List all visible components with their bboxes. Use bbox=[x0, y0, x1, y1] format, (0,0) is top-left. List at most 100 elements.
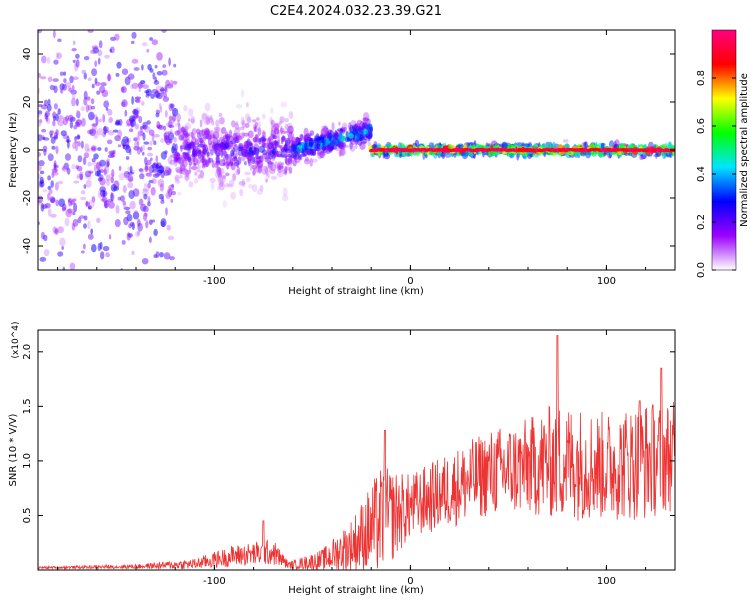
heatmap-cell bbox=[72, 92, 76, 99]
heatmap-cell bbox=[110, 177, 114, 183]
heatmap-cell bbox=[139, 168, 143, 172]
heatmap-cell bbox=[108, 117, 113, 123]
heatmap-cell bbox=[87, 220, 90, 229]
heatmap-cell bbox=[133, 188, 140, 197]
heatmap-cell bbox=[70, 121, 73, 129]
heatmap-cell bbox=[189, 181, 194, 187]
heatmap-cell bbox=[273, 135, 278, 140]
heatmap-cell bbox=[141, 64, 144, 70]
heatmap-cell bbox=[161, 218, 167, 227]
heatmap-cell bbox=[72, 142, 76, 149]
heatmap-cell bbox=[156, 113, 160, 118]
heatmap-cell bbox=[83, 223, 87, 228]
heatmap-cell bbox=[271, 176, 277, 180]
heatmap-cell bbox=[115, 219, 121, 227]
y-tick-label: 2.0 bbox=[22, 344, 33, 360]
heatmap-cell bbox=[62, 206, 65, 213]
heatmap-cell bbox=[118, 144, 121, 147]
heatmap-cell bbox=[139, 173, 144, 179]
heatmap-cell bbox=[245, 172, 251, 175]
heatmap-cell bbox=[307, 151, 313, 155]
heatmap-cell bbox=[102, 114, 105, 123]
heatmap-cell bbox=[135, 99, 141, 103]
heatmap-cell bbox=[133, 109, 136, 115]
heatmap-cell bbox=[370, 127, 373, 132]
heatmap-cell bbox=[87, 298, 90, 304]
heatmap-cell bbox=[77, 134, 80, 139]
heatmap-cell bbox=[91, 244, 97, 252]
heatmap-cell bbox=[162, 326, 167, 329]
heatmap-cell bbox=[280, 102, 287, 108]
heatmap-cell bbox=[173, 64, 176, 68]
heatmap-cell bbox=[221, 149, 224, 158]
heatmap-cell bbox=[243, 133, 249, 137]
heatmap-cell bbox=[51, 146, 55, 150]
heatmap-cell bbox=[90, 228, 93, 234]
heatmap-cell bbox=[48, 208, 52, 217]
heatmap-cell bbox=[50, 180, 54, 187]
heatmap-cell bbox=[115, 120, 120, 124]
heatmap-cell bbox=[81, 118, 86, 127]
heatmap-cell bbox=[181, 136, 184, 141]
heatmap-cell bbox=[73, 60, 76, 63]
heatmap-cell bbox=[80, 197, 86, 200]
heatmap-cell bbox=[107, 140, 113, 145]
heatmap-cell bbox=[200, 154, 204, 160]
x-tick-label: -100 bbox=[203, 576, 226, 587]
heatmap-cell bbox=[223, 149, 226, 156]
heatmap-cell bbox=[167, 190, 170, 194]
heatmap-cell bbox=[84, 304, 91, 311]
heatmap-cell bbox=[47, 175, 51, 180]
heatmap-cell bbox=[225, 142, 230, 149]
heatmap-cell bbox=[262, 149, 267, 155]
heatmap-cell bbox=[155, 173, 161, 176]
heatmap-cell bbox=[160, 88, 165, 91]
heatmap-cell bbox=[100, 82, 106, 86]
heatmap-cell bbox=[84, 215, 88, 220]
heatmap-cell bbox=[208, 136, 211, 140]
heatmap-cell bbox=[91, 106, 95, 110]
heatmap-cell bbox=[142, 258, 149, 264]
heatmap-cell bbox=[156, 52, 163, 61]
heatmap-cell bbox=[304, 143, 307, 151]
heatmap-cell bbox=[348, 133, 354, 138]
heatmap-cell bbox=[46, 115, 49, 121]
heatmap-cell bbox=[81, 106, 85, 111]
heatmap-cell bbox=[86, 104, 89, 112]
heatmap-cell bbox=[326, 144, 332, 151]
heatmap-cell bbox=[147, 201, 151, 206]
heatmap-cell bbox=[159, 103, 162, 110]
heatmap-cell bbox=[175, 180, 181, 184]
heatmap-cell bbox=[93, 153, 99, 159]
heatmap-cell bbox=[96, 218, 100, 223]
heatmap-cell bbox=[42, 137, 45, 141]
y-tick-label: -20 bbox=[22, 190, 33, 206]
heatmap-cell bbox=[237, 167, 240, 174]
heatmap-cell bbox=[270, 107, 273, 114]
heatmap-cell bbox=[92, 84, 95, 89]
colorbar-tick-label: 0.2 bbox=[696, 214, 707, 230]
heatmap-cell bbox=[144, 126, 151, 133]
heatmap-cell bbox=[123, 185, 127, 193]
heatmap-cell bbox=[161, 24, 167, 33]
heatmap-cell bbox=[415, 140, 419, 147]
heatmap-cell bbox=[122, 99, 128, 107]
heatmap-cell bbox=[262, 114, 266, 119]
heatmap-cell bbox=[271, 127, 273, 132]
spectrogram-xlabel: Height of straight line (km) bbox=[288, 286, 424, 297]
heatmap-cell bbox=[51, 137, 56, 144]
heatmap-cell bbox=[170, 199, 173, 203]
heatmap-cell bbox=[350, 145, 356, 152]
heatmap-cell bbox=[184, 126, 189, 131]
heatmap-cell bbox=[99, 119, 102, 123]
heatmap-cell bbox=[48, 186, 52, 190]
heatmap-cell bbox=[36, 182, 41, 189]
heatmap-cell bbox=[205, 159, 209, 167]
heatmap-cell bbox=[265, 178, 268, 182]
heatmap-cell bbox=[163, 271, 167, 279]
heatmap-cell bbox=[161, 197, 164, 201]
heatmap-cell bbox=[48, 77, 53, 83]
heatmap-cell bbox=[180, 161, 184, 169]
heatmap-cell bbox=[91, 123, 97, 127]
heatmap-cell bbox=[81, 250, 85, 253]
